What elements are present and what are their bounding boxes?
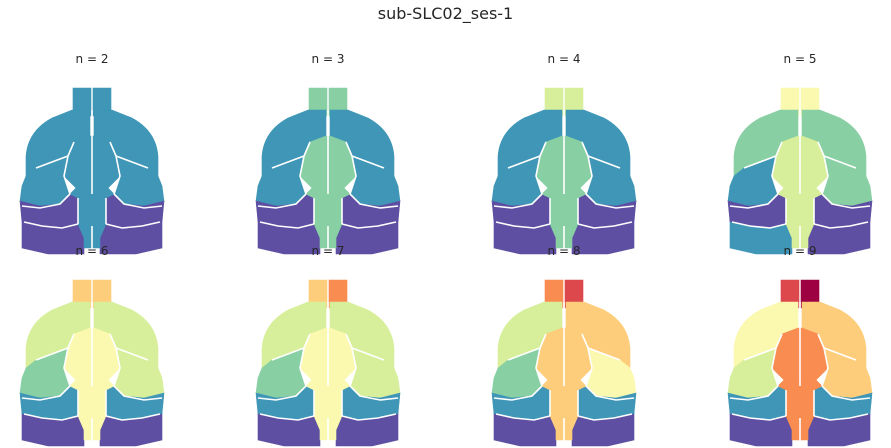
region-boundary xyxy=(731,221,787,229)
region-boundary xyxy=(35,347,69,361)
region-boundary xyxy=(259,221,315,229)
region-boundary xyxy=(577,413,633,421)
brain-map-panel xyxy=(727,279,873,447)
region-boundary xyxy=(105,221,161,229)
region-boundary xyxy=(817,333,829,387)
panel-title: n = 4 xyxy=(547,52,581,66)
region-boundary xyxy=(35,155,69,169)
brain-map-panel xyxy=(19,87,165,255)
region-boundary xyxy=(349,385,399,401)
panel-title: n = 9 xyxy=(783,244,817,258)
region-boundary xyxy=(813,221,869,229)
region-boundary xyxy=(731,413,787,421)
region-boundary xyxy=(577,221,633,229)
region-boundary xyxy=(729,193,779,209)
figure-suptitle: sub-SLC02_ses-1 xyxy=(377,4,514,23)
region-boundary xyxy=(507,155,541,169)
brain-map-panel xyxy=(255,279,401,447)
panel-title: n = 6 xyxy=(75,244,109,258)
region-boundary xyxy=(493,193,543,209)
panel-title: n = 5 xyxy=(783,52,817,66)
region-boundary xyxy=(587,155,621,169)
region-boundary xyxy=(345,141,357,195)
brain-map-panel xyxy=(19,279,165,447)
region-boundary xyxy=(113,385,163,401)
region-boundary xyxy=(493,385,543,401)
panel-title: n = 7 xyxy=(311,244,345,258)
region-boundary xyxy=(823,347,857,361)
region-boundary xyxy=(257,385,307,401)
region-boundary xyxy=(21,385,71,401)
region-ob-l xyxy=(544,279,564,309)
region-boundary xyxy=(63,141,75,195)
region-boundary xyxy=(113,193,163,209)
region-boundary xyxy=(729,385,779,401)
region-ob-l xyxy=(72,279,92,309)
brain-map-panel xyxy=(255,87,401,255)
region-boundary xyxy=(259,413,315,421)
brain-map-panel xyxy=(491,279,637,447)
region-boundary xyxy=(341,413,397,421)
region-boundary xyxy=(535,333,547,387)
region-ob-l xyxy=(544,87,564,117)
region-ob-l xyxy=(72,87,92,117)
region-ob-l xyxy=(780,279,800,309)
region-boundary xyxy=(585,385,635,401)
region-boundary xyxy=(23,221,79,229)
region-boundary xyxy=(771,141,783,195)
region-boundary xyxy=(349,193,399,209)
region-boundary xyxy=(109,333,121,387)
region-boundary xyxy=(821,193,871,209)
region-boundary xyxy=(495,221,551,229)
region-boundary xyxy=(105,413,161,421)
region-boundary xyxy=(507,347,541,361)
region-boundary xyxy=(743,347,777,361)
region-boundary xyxy=(813,413,869,421)
region-boundary xyxy=(299,333,311,387)
region-boundary xyxy=(581,141,593,195)
panel-title: n = 3 xyxy=(311,52,345,66)
region-boundary xyxy=(817,141,829,195)
region-boundary xyxy=(821,385,871,401)
region-boundary xyxy=(115,347,149,361)
region-boundary xyxy=(351,155,385,169)
region-boundary xyxy=(109,141,121,195)
region-boundary xyxy=(21,193,71,209)
region-boundary xyxy=(23,413,79,421)
brain-map-panel xyxy=(491,87,637,255)
region-boundary xyxy=(581,333,593,387)
region-boundary xyxy=(351,347,385,361)
region-boundary xyxy=(823,155,857,169)
region-boundary xyxy=(271,347,305,361)
region-boundary xyxy=(257,193,307,209)
region-boundary xyxy=(743,155,777,169)
region-boundary xyxy=(535,141,547,195)
region-boundary xyxy=(341,221,397,229)
region-ob-l xyxy=(780,87,800,117)
region-boundary xyxy=(115,155,149,169)
panel-title: n = 2 xyxy=(75,52,109,66)
region-boundary xyxy=(299,141,311,195)
region-ob-l xyxy=(308,87,328,117)
region-boundary xyxy=(771,333,783,387)
region-boundary xyxy=(63,333,75,387)
region-boundary xyxy=(587,347,621,361)
region-boundary xyxy=(271,155,305,169)
region-boundary xyxy=(495,413,551,421)
panel-title: n = 8 xyxy=(547,244,581,258)
brain-map-panel xyxy=(727,87,873,255)
region-boundary xyxy=(345,333,357,387)
region-boundary xyxy=(585,193,635,209)
region-ob-l xyxy=(308,279,328,309)
